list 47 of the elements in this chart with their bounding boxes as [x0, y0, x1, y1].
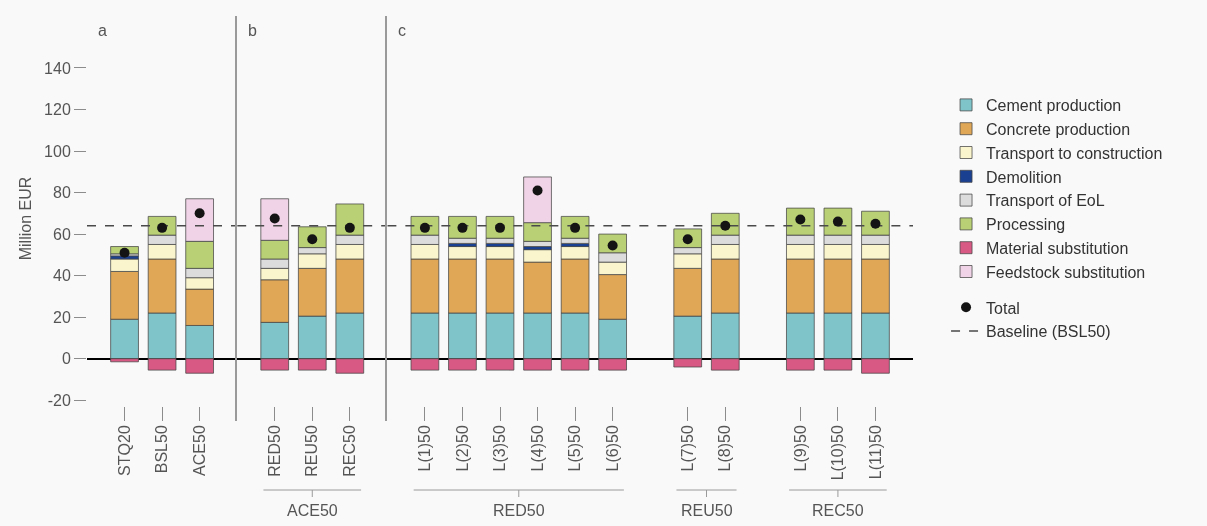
legend-label: Demolition: [986, 168, 1062, 186]
point: [194, 208, 205, 219]
legend-label: Processing: [986, 216, 1066, 234]
x-tick-label: RED50: [265, 425, 283, 477]
legend-label: Transport of EoL: [986, 192, 1105, 210]
legend-label: Baseline (BSL50): [986, 323, 1111, 341]
chart-title: b: [248, 22, 257, 39]
y-tick-label: 0: [61, 350, 71, 368]
x-tick-label: L(10)50: [829, 425, 847, 481]
legend-label: Material substitution: [986, 239, 1129, 257]
x-tick-label: L(9)50: [791, 425, 809, 472]
x-tick-label: L(1)50: [416, 425, 434, 472]
x-tick-label: L(4)50: [528, 425, 546, 472]
legend-label: Transport to construction: [986, 144, 1163, 162]
y-tick-label: 20: [53, 308, 71, 326]
y-tick-label: 120: [44, 101, 71, 119]
chart-title: c: [398, 22, 406, 39]
x-tick-label: REU50: [303, 425, 321, 477]
y-tick-label: -20: [47, 391, 71, 409]
x-tick-label: REC50: [341, 425, 359, 477]
x-tick-label: L(3)50: [491, 425, 509, 472]
x-tick-label: L(5)50: [566, 425, 584, 472]
x-tick-label: L(8)50: [716, 425, 734, 472]
y-tick-label: 100: [44, 142, 71, 160]
x-tick-label: STQ20: [115, 425, 133, 476]
x-tick-label: L(6)50: [603, 425, 621, 472]
legend-label: Total: [986, 299, 1020, 317]
text: RED50: [493, 502, 545, 519]
y-tick-label: 40: [53, 267, 71, 285]
legend-label: Feedstock substitution: [986, 263, 1146, 281]
legend-label: Concrete production: [986, 120, 1131, 138]
text: ACE50: [287, 502, 338, 519]
x-tick-label: L(7)50: [678, 425, 696, 472]
point: [119, 247, 130, 258]
y-tick-label: 140: [44, 59, 71, 77]
chart-title: a: [98, 22, 107, 39]
legend-label: Cement production: [986, 97, 1122, 115]
text: REC50: [812, 502, 864, 519]
x-tick-label: BSL50: [153, 425, 171, 474]
point: [532, 185, 543, 196]
y-tick-label: 60: [53, 225, 71, 243]
x-tick-label: L(2)50: [453, 425, 471, 472]
x-tick-label: L(11)50: [866, 425, 884, 480]
x-tick-label: ACE50: [190, 425, 208, 476]
y-tick-label: 80: [53, 184, 71, 202]
text: REU50: [681, 502, 733, 519]
y-axis-title: Million EUR: [17, 176, 34, 261]
